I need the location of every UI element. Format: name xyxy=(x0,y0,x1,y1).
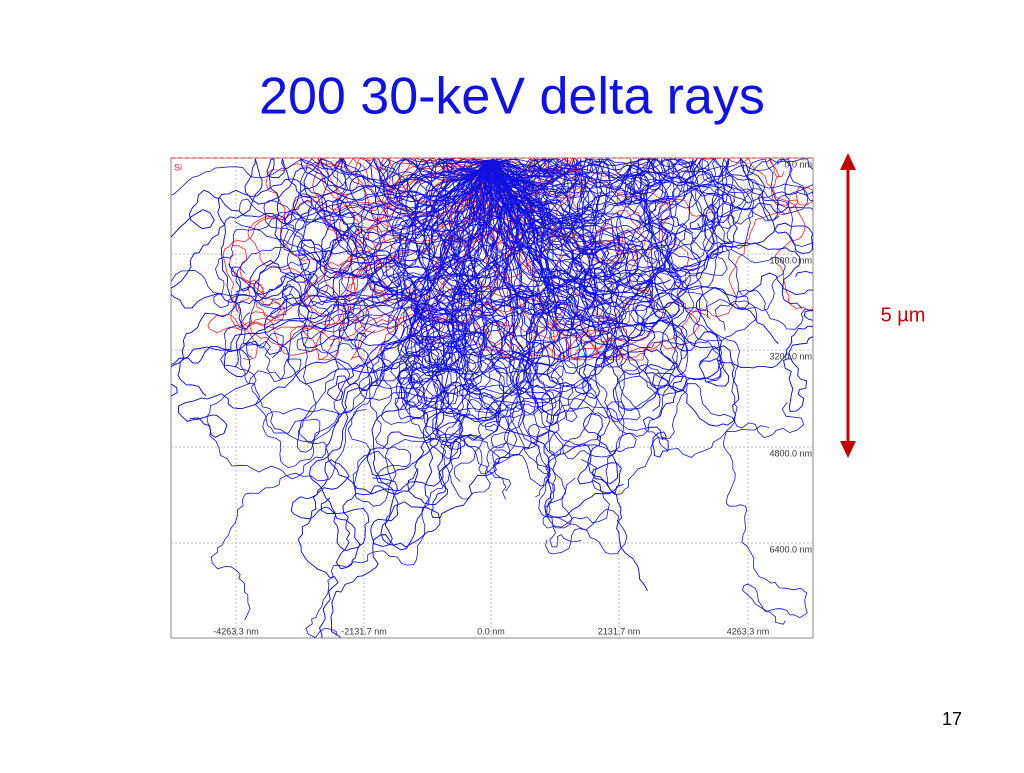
trajectory xyxy=(353,159,498,493)
trajectory xyxy=(235,158,492,313)
trajectory xyxy=(210,159,492,621)
x-label: -2131.7 nm xyxy=(341,626,387,636)
trajectory xyxy=(338,159,492,296)
trajectory xyxy=(439,159,508,335)
trajectory xyxy=(325,159,492,495)
trajectory xyxy=(490,158,813,214)
trajectory xyxy=(490,159,813,392)
trajectory xyxy=(476,158,694,235)
trajectory xyxy=(490,159,688,360)
y-label: 6400.0 nm xyxy=(769,544,812,554)
trajectory xyxy=(420,160,770,458)
trajectory xyxy=(296,159,493,453)
trajectory xyxy=(490,159,599,361)
trajectory xyxy=(490,158,702,279)
trajectory xyxy=(490,159,724,383)
axis-labels: -4263.3 nm -2131.7 nm 0.0 nm 2131.7 nm 4263.… xyxy=(213,159,812,636)
trajectory xyxy=(435,158,592,297)
trajectory xyxy=(171,159,492,397)
trajectory xyxy=(177,159,518,438)
trajectory xyxy=(171,158,492,263)
trajectory xyxy=(490,158,714,361)
trajectory xyxy=(339,159,507,411)
x-label: 4263.3 nm xyxy=(727,626,770,636)
trajectory xyxy=(410,159,594,350)
trajectory xyxy=(349,159,492,243)
scale-label: 5 µm xyxy=(881,304,926,326)
trajectory xyxy=(490,158,813,215)
trajectory xyxy=(490,158,813,254)
trajectory xyxy=(298,159,518,324)
trajectory xyxy=(484,158,698,303)
trajectory xyxy=(438,158,584,253)
trajectory xyxy=(490,159,689,387)
trajectory xyxy=(171,158,492,309)
trajectory xyxy=(330,159,492,638)
trajectory xyxy=(490,159,803,309)
trajectory xyxy=(282,159,496,349)
trajectory xyxy=(490,159,740,427)
plot: Si -4263.3 nm -2131.7 nm 0.0 nm 2131.7 nm 42… xyxy=(170,157,814,639)
trajectory xyxy=(490,158,750,312)
trajectory xyxy=(177,158,492,396)
x-label: 0.0 nm xyxy=(477,626,505,636)
trajectory xyxy=(490,158,813,332)
y-label: 0.0 nm xyxy=(784,159,812,169)
trajectory xyxy=(266,158,492,279)
material-label: Si xyxy=(174,162,182,172)
page-number: 17 xyxy=(942,709,962,729)
y-label: 4800.0 nm xyxy=(769,448,812,458)
slide-title: 200 30-keV delta rays xyxy=(259,68,765,126)
trajectory xyxy=(426,159,539,400)
trajectory xyxy=(206,159,492,480)
trajectories xyxy=(171,158,813,638)
trajectory xyxy=(381,159,684,458)
trajectory xyxy=(490,159,808,625)
trajectory xyxy=(217,159,492,367)
trajectory xyxy=(405,159,576,332)
trajectory xyxy=(228,159,492,385)
trajectory xyxy=(490,158,747,233)
trajectory xyxy=(490,158,753,272)
trajectory xyxy=(397,159,578,500)
trajectory xyxy=(299,158,492,206)
trajectory xyxy=(454,159,596,423)
trajectory xyxy=(459,159,537,375)
trajectory xyxy=(385,159,562,518)
trajectory xyxy=(490,158,813,291)
trajectory xyxy=(314,159,492,251)
x-label: -4263.3 nm xyxy=(213,626,259,636)
trajectory xyxy=(453,159,492,482)
scale-arrow xyxy=(840,153,856,458)
trajectory xyxy=(409,159,645,361)
trajectory xyxy=(490,158,723,308)
trajectory xyxy=(171,158,492,196)
trajectory xyxy=(490,158,779,344)
trajectory xyxy=(299,158,492,218)
trajectory xyxy=(379,158,521,234)
y-label: 1600.0 nm xyxy=(769,255,812,265)
y-label: 3200.0 nm xyxy=(769,351,812,361)
trajectory xyxy=(486,159,685,390)
trajectory xyxy=(358,159,526,412)
trajectory xyxy=(316,159,493,347)
trajectory xyxy=(366,159,550,477)
trajectory xyxy=(372,159,523,551)
trajectory xyxy=(490,159,687,389)
trajectory xyxy=(431,158,677,400)
trajectory xyxy=(490,159,722,412)
trajectory xyxy=(393,159,557,450)
x-label: 2131.7 nm xyxy=(598,626,641,636)
trajectory xyxy=(421,159,540,500)
trajectory xyxy=(213,159,492,309)
